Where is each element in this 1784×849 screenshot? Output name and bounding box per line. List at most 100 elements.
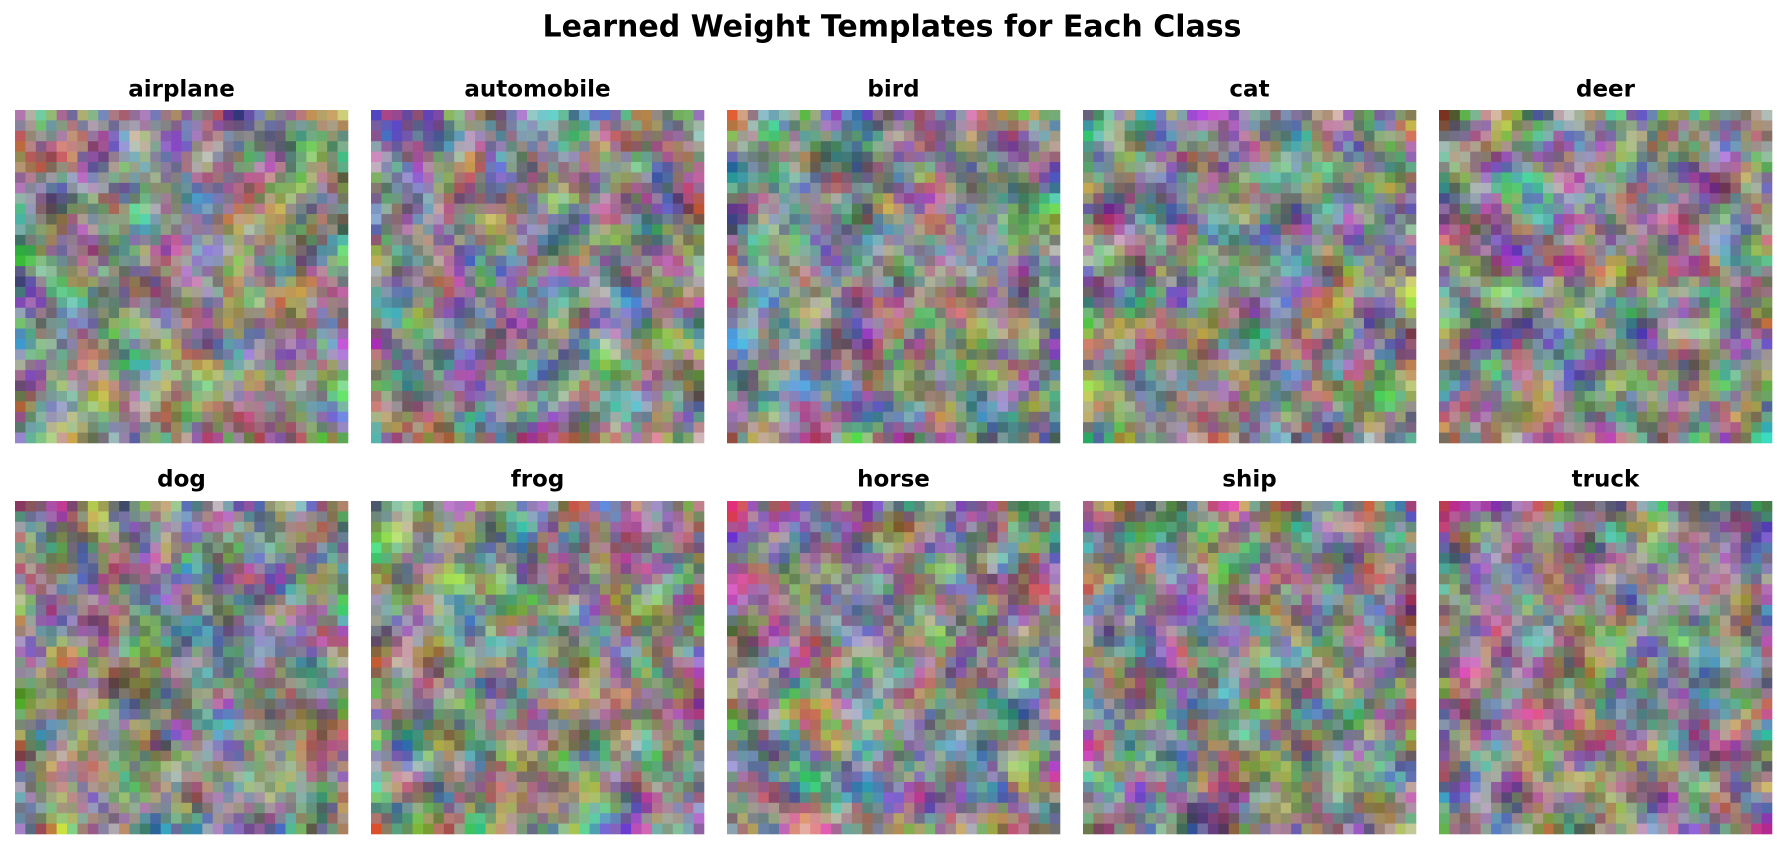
pixel	[1239, 130, 1250, 142]
pixel	[223, 359, 234, 371]
pixel	[212, 432, 224, 444]
pixel	[1187, 203, 1198, 215]
pixel	[1049, 297, 1061, 309]
pixel	[1145, 411, 1157, 423]
pixel	[1187, 338, 1198, 350]
pixel	[423, 151, 434, 163]
pixel	[160, 214, 172, 225]
pixel	[381, 193, 393, 204]
pixel	[1459, 193, 1471, 204]
pixel	[67, 401, 78, 413]
pixel	[171, 286, 182, 298]
pixel	[610, 422, 622, 433]
pixel	[641, 214, 653, 225]
pixel	[381, 349, 393, 361]
pixel	[747, 224, 759, 236]
pixel	[1135, 234, 1146, 246]
pixel	[976, 224, 988, 236]
pixel	[620, 203, 632, 215]
pixel	[1135, 390, 1146, 402]
pixel	[1187, 266, 1198, 277]
pixel	[139, 266, 151, 277]
pixel	[935, 193, 946, 204]
pixel	[527, 370, 538, 381]
pixel	[1384, 297, 1396, 309]
pixel	[631, 245, 642, 256]
pixel	[672, 286, 684, 298]
pixel	[516, 390, 528, 402]
pixel	[872, 266, 884, 277]
pixel	[129, 224, 141, 236]
pixel	[1039, 172, 1050, 184]
pixel	[831, 162, 842, 173]
pixel	[337, 432, 349, 444]
pixel	[264, 224, 276, 236]
pixel	[641, 120, 653, 132]
pixel	[77, 390, 89, 402]
pixel	[1176, 182, 1188, 194]
pixel	[662, 338, 674, 350]
pixel	[191, 162, 203, 173]
pixel	[202, 172, 214, 184]
pixel	[285, 380, 297, 392]
pixel	[202, 432, 214, 444]
pixel	[1636, 182, 1648, 194]
pixel	[1166, 141, 1177, 152]
pixel	[1678, 318, 1690, 329]
pixel	[558, 390, 570, 402]
pixel	[599, 193, 611, 204]
pixel	[1228, 110, 1240, 121]
pixel	[443, 297, 455, 309]
pixel	[1761, 203, 1773, 215]
pixel	[1218, 422, 1229, 433]
pixel	[1291, 203, 1302, 215]
pixel	[67, 172, 78, 184]
pixel	[1124, 245, 1136, 256]
pixel	[1615, 193, 1627, 204]
pixel	[662, 120, 674, 132]
pixel	[883, 130, 894, 142]
pixel	[1049, 328, 1061, 340]
pixel	[1103, 411, 1115, 423]
pixel	[1501, 255, 1513, 267]
pixel	[893, 318, 905, 329]
pixel	[454, 162, 465, 173]
pixel	[1291, 380, 1302, 392]
pixel	[737, 380, 749, 392]
pixel	[1636, 338, 1648, 350]
pixel	[1740, 338, 1752, 350]
pixel	[1291, 151, 1302, 163]
pixel	[506, 255, 517, 267]
pixel	[285, 338, 297, 350]
pixel	[1657, 193, 1669, 204]
pixel	[779, 193, 790, 204]
pixel	[1343, 338, 1354, 350]
pixel	[35, 307, 47, 319]
pixel	[1688, 193, 1700, 204]
pixel	[1699, 130, 1710, 142]
pixel	[558, 245, 570, 256]
pixel	[1647, 151, 1658, 163]
pixel	[1605, 328, 1617, 340]
pixel	[872, 349, 884, 361]
pixel	[997, 307, 1009, 319]
pixel	[464, 172, 476, 184]
pixel	[1688, 276, 1700, 288]
pixel	[25, 422, 37, 433]
pixel	[1145, 380, 1157, 392]
pixel	[1259, 234, 1271, 246]
pixel	[1395, 110, 1406, 121]
pixel	[1667, 276, 1679, 288]
pixel	[264, 214, 276, 225]
pixel	[212, 141, 224, 152]
pixel	[1667, 120, 1679, 132]
pixel	[1384, 422, 1396, 433]
pixel	[327, 130, 338, 142]
pixel	[893, 203, 905, 215]
pixel	[1491, 380, 1502, 392]
pixel	[1491, 338, 1502, 350]
pixel	[402, 318, 413, 329]
pixel	[914, 234, 926, 246]
pixel	[1522, 182, 1533, 194]
pixel	[672, 349, 684, 361]
